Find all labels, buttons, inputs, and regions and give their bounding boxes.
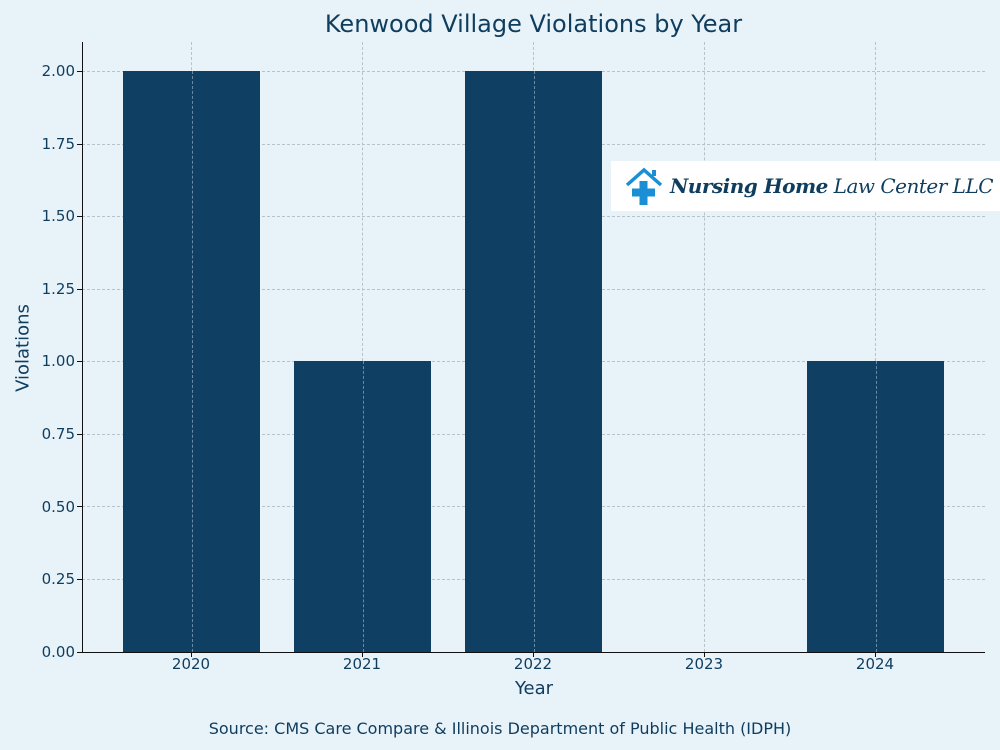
gridline-x-2024 <box>875 42 876 652</box>
x-tick-label: 2023 <box>684 655 724 673</box>
y-tick <box>77 579 82 580</box>
x-tick <box>704 652 705 657</box>
y-tick <box>77 652 82 653</box>
y-tick-label: 1.50 <box>41 207 75 225</box>
house-medical-cross-icon <box>625 167 663 205</box>
y-tick <box>77 361 82 362</box>
y-tick-label: 1.25 <box>41 280 75 298</box>
y-tick <box>77 506 82 507</box>
gridline-x-2021 <box>362 42 363 652</box>
logo-text: Nursing Home Law Center LLC <box>670 174 994 198</box>
x-tick-label: 2020 <box>171 655 211 673</box>
chart-title: Kenwood Village Violations by Year <box>324 10 743 38</box>
plot-area <box>82 42 985 652</box>
source-note: Source: CMS Care Compare & Illinois Depa… <box>208 719 792 738</box>
logo-watermark: Nursing Home Law Center LLC <box>611 161 1000 211</box>
bar-2022 <box>465 71 602 652</box>
y-tick-label: 0.50 <box>41 498 75 516</box>
x-tick-label: 2024 <box>855 655 895 673</box>
logo-text-bold: Nursing Home <box>670 174 828 198</box>
y-tick <box>77 71 82 72</box>
y-tick-label: 0.00 <box>41 643 75 661</box>
x-tick-label: 2022 <box>513 655 553 673</box>
bar-2021 <box>294 361 431 652</box>
x-axis-label: Year <box>514 678 554 699</box>
y-tick-label: 1.75 <box>41 135 75 153</box>
y-axis-label: Violations <box>12 304 34 392</box>
y-tick <box>77 144 82 145</box>
gridline-x-2023 <box>704 42 705 652</box>
y-axis-line <box>82 42 83 652</box>
y-tick <box>77 289 82 290</box>
x-tick <box>875 652 876 657</box>
y-tick-label: 0.75 <box>41 425 75 443</box>
y-tick <box>77 434 82 435</box>
x-tick <box>191 652 192 657</box>
y-tick-label: 1.00 <box>41 352 75 370</box>
bar-2020 <box>123 71 260 652</box>
bar-2024 <box>807 361 944 652</box>
logo-text-regular: Law Center LLC <box>827 174 994 198</box>
x-tick <box>362 652 363 657</box>
y-tick <box>77 216 82 217</box>
y-tick-label: 0.25 <box>41 570 75 588</box>
x-tick-label: 2021 <box>342 655 382 673</box>
x-tick <box>533 652 534 657</box>
y-tick-label: 2.00 <box>41 62 75 80</box>
